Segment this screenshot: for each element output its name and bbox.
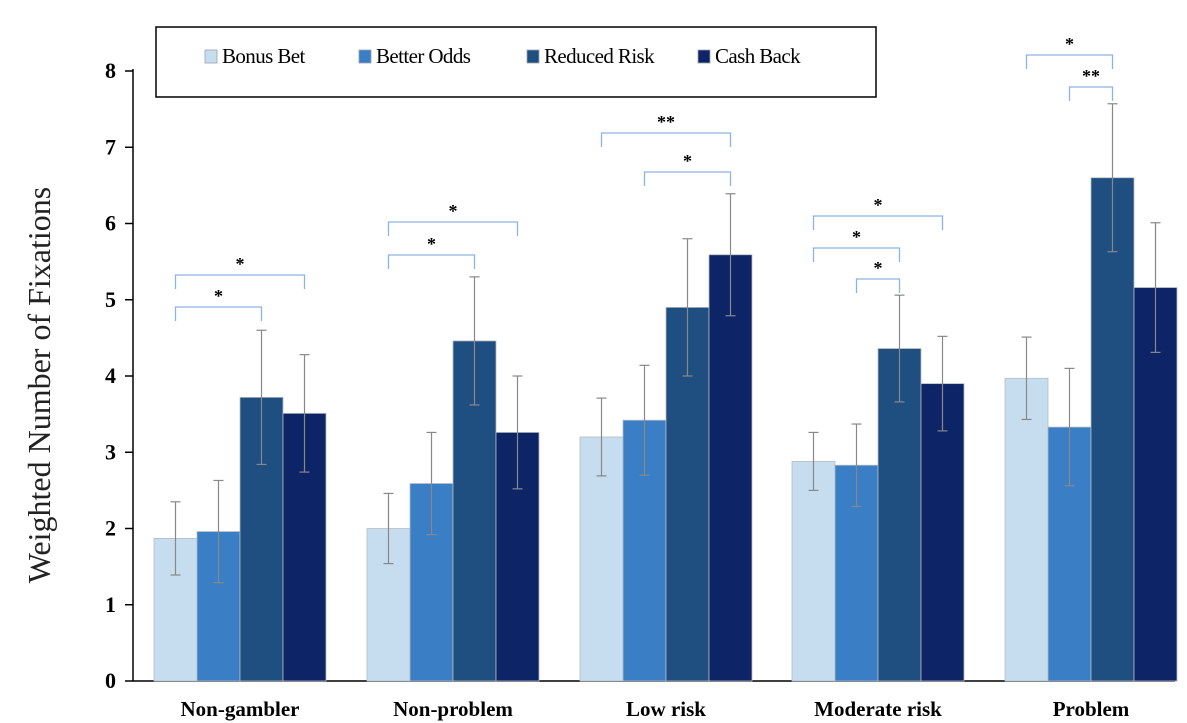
significance-bracket xyxy=(855,278,901,293)
category-label: Low risk xyxy=(626,697,706,721)
bar xyxy=(708,254,753,682)
significance-bracket xyxy=(174,274,306,289)
category-labels: Non-gambler Non-problem Low risk Moderate r… xyxy=(181,697,1130,721)
y-tick-labels: 0 1 2 3 4 5 6 7 8 xyxy=(105,58,116,693)
legend-swatch xyxy=(697,49,711,64)
bar xyxy=(791,460,836,682)
y-tick-label: 3 xyxy=(105,439,116,464)
y-axis-label: Weighted Number of Fixations xyxy=(21,187,57,583)
legend: Bonus Bet Better Odds Reduced Risk Cash Bac… xyxy=(155,26,877,98)
bar xyxy=(1090,177,1135,682)
y-tick-label: 7 xyxy=(105,134,116,159)
legend-entry: Bonus Bet xyxy=(222,44,305,68)
y-tick-label: 2 xyxy=(105,516,116,541)
significance-marker: * xyxy=(214,286,223,306)
legend-swatch xyxy=(358,49,372,64)
significance-bracket xyxy=(1025,54,1114,69)
bar xyxy=(1133,287,1178,682)
significance-bracket xyxy=(812,247,901,262)
bar xyxy=(1004,377,1049,682)
y-tick-label: 5 xyxy=(105,287,116,312)
category-label: Non-gambler xyxy=(181,697,300,721)
category-label: Problem xyxy=(1053,697,1130,721)
y-tick-label: 1 xyxy=(105,592,116,617)
significance-bracket xyxy=(1068,86,1114,101)
significance-bracket xyxy=(643,171,732,186)
y-tick-label: 8 xyxy=(105,58,116,83)
significance-bracket xyxy=(387,221,519,236)
y-tick-label: 6 xyxy=(105,211,116,236)
bars xyxy=(153,177,1178,682)
significance-marker: * xyxy=(427,234,436,254)
legend-entry: Better Odds xyxy=(376,44,471,68)
significance-marker: * xyxy=(683,151,692,171)
legend-swatch xyxy=(526,49,540,64)
significance-marker: ** xyxy=(657,112,675,132)
significance-brackets: ************* xyxy=(174,34,1114,321)
category-label: Moderate risk xyxy=(814,697,942,721)
bar xyxy=(877,348,922,682)
significance-marker: * xyxy=(449,201,458,221)
significance-bracket xyxy=(387,254,476,269)
y-tick-label: 0 xyxy=(105,668,116,693)
bar xyxy=(579,436,624,682)
legend-entry: Cash Back xyxy=(715,44,801,68)
legend-entry: Reduced Risk xyxy=(544,44,655,68)
significance-marker: * xyxy=(874,258,883,278)
legend-box xyxy=(155,26,877,98)
significance-marker: * xyxy=(852,227,861,247)
significance-marker: * xyxy=(874,195,883,215)
significance-bracket xyxy=(174,306,263,321)
significance-marker: * xyxy=(236,254,245,274)
category-label: Non-problem xyxy=(393,697,513,721)
significance-marker: * xyxy=(1065,34,1074,54)
y-tick-label: 4 xyxy=(105,363,116,388)
significance-marker: ** xyxy=(1082,66,1100,86)
error-bars xyxy=(170,103,1161,584)
legend-swatch xyxy=(204,49,218,64)
significance-bracket xyxy=(812,215,944,230)
significance-bracket xyxy=(600,132,732,147)
